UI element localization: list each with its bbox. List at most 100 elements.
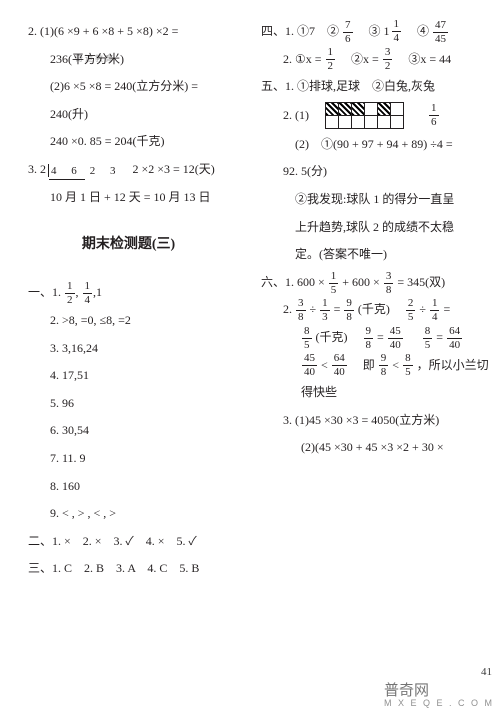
grid-diagram	[326, 103, 404, 129]
text-line: 6. 30,54	[28, 417, 249, 445]
site-watermark: 普奇网 M X E Q E . C O M	[384, 679, 494, 708]
label: ④	[405, 24, 429, 38]
text-line: 一、1. 12, 14,1	[28, 279, 249, 307]
faint-watermark: 奇速教育	[75, 53, 115, 64]
text-line: 2. (1)(6 ×9 + 6 ×8 + 5 ×8) ×2 =	[28, 18, 249, 46]
grid-cell	[377, 102, 391, 116]
label: 四、1. ①7 ②	[261, 24, 339, 38]
text-line: 2. >8, =0, ≤8, =2	[28, 307, 249, 335]
page: 2. (1)(6 ×9 + 6 ×8 + 5 ×8) ×2 = 236(平方分米…	[0, 0, 500, 593]
text-line: 4. 17,51	[28, 362, 249, 390]
watermark-main: 普奇网	[384, 682, 429, 699]
fraction: 85	[423, 326, 433, 351]
label: 2. (1)	[283, 108, 309, 122]
text-line: 六、1. 600 × 15 + 600 × 38 = 345(双)	[261, 269, 486, 297]
text-line: (2) ①(90 + 97 + 94 + 89) ÷4 =	[261, 131, 486, 159]
text-line: ②我发现:球队 1 的得分一直呈	[261, 186, 486, 214]
label: ②x =	[339, 52, 382, 66]
label: (千克)	[358, 302, 402, 316]
left-column: 2. (1)(6 ×9 + 6 ×8 + 5 ×8) ×2 = 236(平方分米…	[28, 18, 257, 583]
text-line: 五、1. ①排球,足球 ②白兔,灰兔	[261, 73, 486, 101]
fraction: 98	[364, 326, 374, 351]
grid-cell	[351, 102, 365, 116]
division-bracket: 4 6 2 3	[48, 164, 124, 177]
label: ，所以小兰切	[417, 358, 489, 372]
text-line: 3. 2 4 6 2 3 2 ×2 ×3 = 12(天)	[28, 156, 249, 184]
label: =	[377, 330, 387, 344]
label: = 345(双)	[397, 275, 445, 289]
section-title: 期末检测题(三)	[8, 229, 249, 261]
fraction: 4745	[433, 20, 448, 45]
fraction: 15	[329, 271, 339, 296]
label	[413, 108, 425, 122]
text-line: 2. ①x = 12 ②x = 32 ③x = 44	[261, 46, 486, 74]
fraction: 38	[296, 298, 306, 323]
label: (千克)	[316, 330, 360, 344]
div-bottom: 2 3	[88, 163, 124, 177]
label: 六、1. 600 ×	[261, 275, 328, 289]
grid-cell	[390, 115, 404, 129]
text-line: 3. (1)45 ×30 ×3 = 4050(立方米)	[261, 407, 486, 435]
fraction: 6440	[447, 326, 462, 351]
label: ,1	[93, 285, 102, 299]
fraction: 38	[384, 271, 394, 296]
text-line: (2)6 ×5 ×8 = 240(立方分米) =	[28, 73, 249, 101]
label: ÷	[310, 302, 320, 316]
text-line: 7. 11. 9	[28, 445, 249, 473]
fraction: 13	[320, 298, 330, 323]
fraction: 98	[344, 298, 354, 323]
text-line: 3. 3,16,24	[28, 335, 249, 363]
grid-cell	[338, 115, 352, 129]
fraction: 12	[65, 281, 75, 306]
label: 2	[40, 162, 46, 176]
grid-cell	[364, 102, 378, 116]
text-line: 4540 < 6440 即 98 < 85 ，所以小兰切	[261, 352, 486, 380]
grid-cell	[325, 102, 339, 116]
label: =	[443, 302, 450, 316]
fraction: 12	[326, 47, 336, 72]
grid-cell	[351, 115, 365, 129]
fraction: 98	[379, 353, 389, 378]
text-line: 240 ×0. 85 = 204(千克)	[28, 128, 249, 156]
label: 一、1.	[28, 285, 61, 299]
fraction: 85	[302, 326, 312, 351]
text-line: 定。(答案不唯一)	[261, 241, 486, 269]
text-line: 四、1. ①7 ② 76 ③ 114 ④ 4745	[261, 18, 486, 46]
grid-cell	[377, 115, 391, 129]
text-line: 得快些	[261, 379, 486, 407]
text-line: 5. 96	[28, 390, 249, 418]
text-line: 10 月 1 日 + 12 天 = 10 月 13 日	[28, 184, 249, 212]
fraction: 14	[430, 298, 440, 323]
label: <	[321, 358, 331, 372]
text-line: 85 (千克) 98 = 4540 85 = 6440	[261, 324, 486, 352]
text-line: (2)(45 ×30 + 45 ×3 ×2 + 30 ×	[261, 434, 486, 462]
watermark-sub: M X E Q E . C O M	[384, 698, 494, 708]
text-line: 9. < , > , < , >	[28, 500, 249, 528]
grid-cell	[390, 102, 404, 116]
text-line: 三、1. C 2. B 3. A 4. C 5. B	[28, 555, 249, 583]
grid-cell	[325, 115, 339, 129]
label: =	[436, 330, 446, 344]
text-line: 8. 160	[28, 473, 249, 501]
mixed-number: 114	[384, 18, 403, 46]
label: 3.	[28, 162, 40, 176]
label	[407, 330, 419, 344]
label: <	[392, 358, 402, 372]
label: 2.	[283, 302, 295, 316]
fraction: 6440	[332, 353, 347, 378]
right-column: 四、1. ①7 ② 76 ③ 114 ④ 4745 2. ①x = 12 ②x …	[257, 18, 486, 583]
text-line: 92. 5(分)	[261, 158, 486, 186]
grid-cell	[364, 115, 378, 129]
label: ③	[357, 24, 381, 38]
fraction: 85	[403, 353, 413, 378]
text-line: 2. 38 ÷ 13 = 98 (千克) 25 ÷ 14 =	[261, 296, 486, 324]
text-line: 236(平方分米)	[28, 46, 249, 74]
text-line: 二、1. × 2. × 3. ✓ 4. × 5. ✓	[28, 528, 249, 556]
fraction: 4540	[388, 326, 403, 351]
fraction: 14	[83, 281, 93, 306]
label: 即	[351, 358, 378, 372]
label: 2 ×2 ×3 = 12(天)	[133, 162, 215, 176]
page-number: 41	[481, 666, 492, 678]
fraction: 25	[406, 298, 416, 323]
label: =	[334, 302, 344, 316]
